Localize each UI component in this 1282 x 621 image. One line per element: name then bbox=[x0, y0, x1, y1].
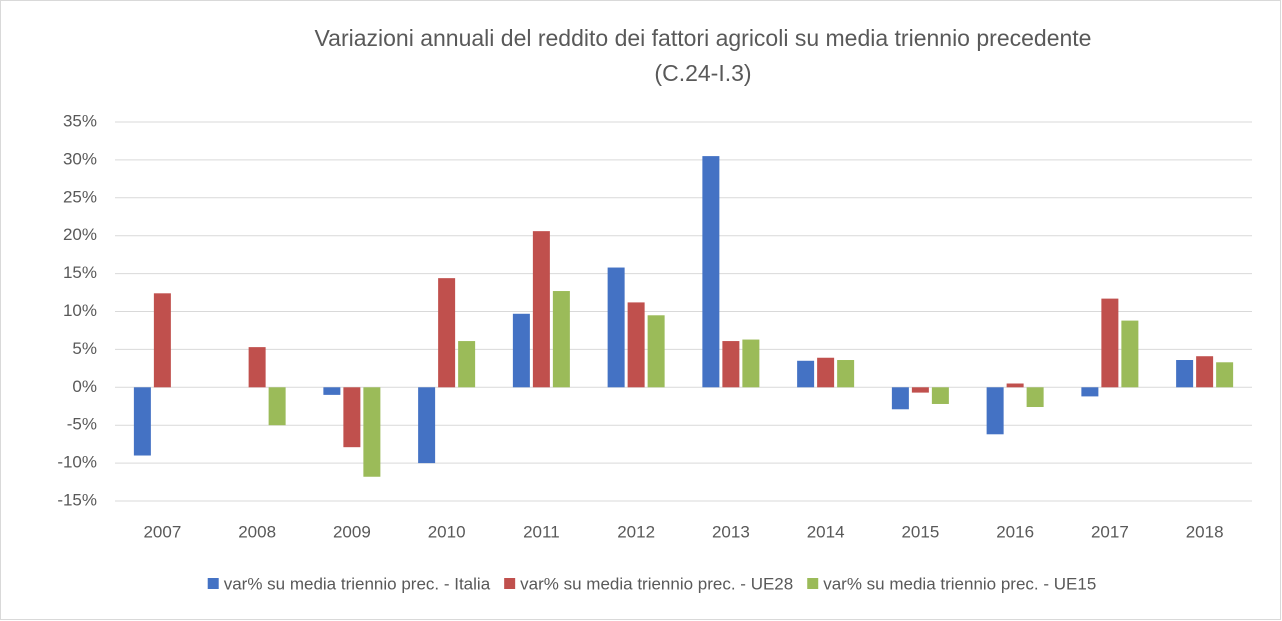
bar bbox=[607, 267, 625, 388]
chart-title: Variazioni annuali del reddito dei fatto… bbox=[315, 25, 1092, 51]
y-tick-label: 20% bbox=[63, 225, 97, 244]
x-tick-label: 2010 bbox=[428, 522, 466, 541]
x-tick-label: 2016 bbox=[996, 522, 1034, 541]
x-tick-label: 2014 bbox=[807, 522, 845, 541]
bar bbox=[418, 387, 436, 464]
y-tick-label: 15% bbox=[63, 263, 97, 282]
legend-swatch bbox=[504, 578, 516, 589]
x-tick-label: 2017 bbox=[1091, 522, 1129, 541]
bar bbox=[532, 231, 550, 388]
y-tick-label: 0% bbox=[72, 377, 97, 396]
bar bbox=[1006, 383, 1024, 388]
bar bbox=[248, 347, 266, 388]
bar bbox=[363, 387, 381, 477]
y-tick-label: 10% bbox=[63, 301, 97, 320]
bar bbox=[742, 339, 760, 388]
bar bbox=[1196, 356, 1214, 388]
bar bbox=[268, 387, 286, 426]
chart-subtitle: (C.24-I.3) bbox=[654, 60, 751, 86]
x-tick-label: 2013 bbox=[712, 522, 750, 541]
x-tick-label: 2011 bbox=[523, 522, 560, 541]
bar bbox=[1101, 298, 1119, 388]
x-tick-label: 2018 bbox=[1186, 522, 1224, 541]
bar bbox=[722, 341, 740, 388]
y-tick-label: 35% bbox=[63, 111, 97, 130]
x-tick-label: 2008 bbox=[238, 522, 276, 541]
bar bbox=[1216, 362, 1234, 388]
legend-label: var% su media triennio prec. - UE28 bbox=[520, 574, 793, 593]
y-tick-label: 5% bbox=[72, 339, 97, 358]
y-tick-label: -5% bbox=[67, 415, 97, 434]
legend-label: var% su media triennio prec. - UE15 bbox=[823, 574, 1096, 593]
x-tick-label: 2007 bbox=[143, 522, 181, 541]
bar bbox=[1176, 360, 1194, 388]
bar bbox=[817, 357, 835, 388]
bar bbox=[931, 387, 949, 404]
legend-swatch bbox=[807, 578, 819, 589]
bar bbox=[647, 315, 665, 388]
bar bbox=[1081, 387, 1099, 397]
y-tick-label: 25% bbox=[63, 187, 97, 206]
legend-label: var% su media triennio prec. - Italia bbox=[224, 574, 491, 593]
bar bbox=[458, 341, 476, 388]
bar bbox=[438, 278, 456, 388]
bar bbox=[512, 313, 530, 388]
bar bbox=[702, 156, 720, 388]
bar bbox=[837, 360, 855, 388]
x-tick-label: 2009 bbox=[333, 522, 371, 541]
y-tick-label: 30% bbox=[63, 149, 97, 168]
y-tick-label: -15% bbox=[57, 490, 97, 509]
bar bbox=[891, 387, 909, 410]
bar bbox=[911, 387, 929, 393]
bar bbox=[343, 387, 361, 448]
bar bbox=[323, 387, 341, 395]
legend-swatch bbox=[207, 578, 219, 589]
y-tick-label: -10% bbox=[57, 453, 97, 472]
bar bbox=[1026, 387, 1044, 408]
bar bbox=[1121, 320, 1139, 388]
bar bbox=[552, 291, 570, 388]
x-tick-label: 2015 bbox=[901, 522, 939, 541]
bar bbox=[986, 387, 1004, 435]
bar bbox=[797, 360, 815, 388]
bar bbox=[153, 293, 171, 388]
bar bbox=[627, 302, 645, 388]
x-tick-label: 2012 bbox=[617, 522, 655, 541]
bar bbox=[133, 387, 151, 456]
